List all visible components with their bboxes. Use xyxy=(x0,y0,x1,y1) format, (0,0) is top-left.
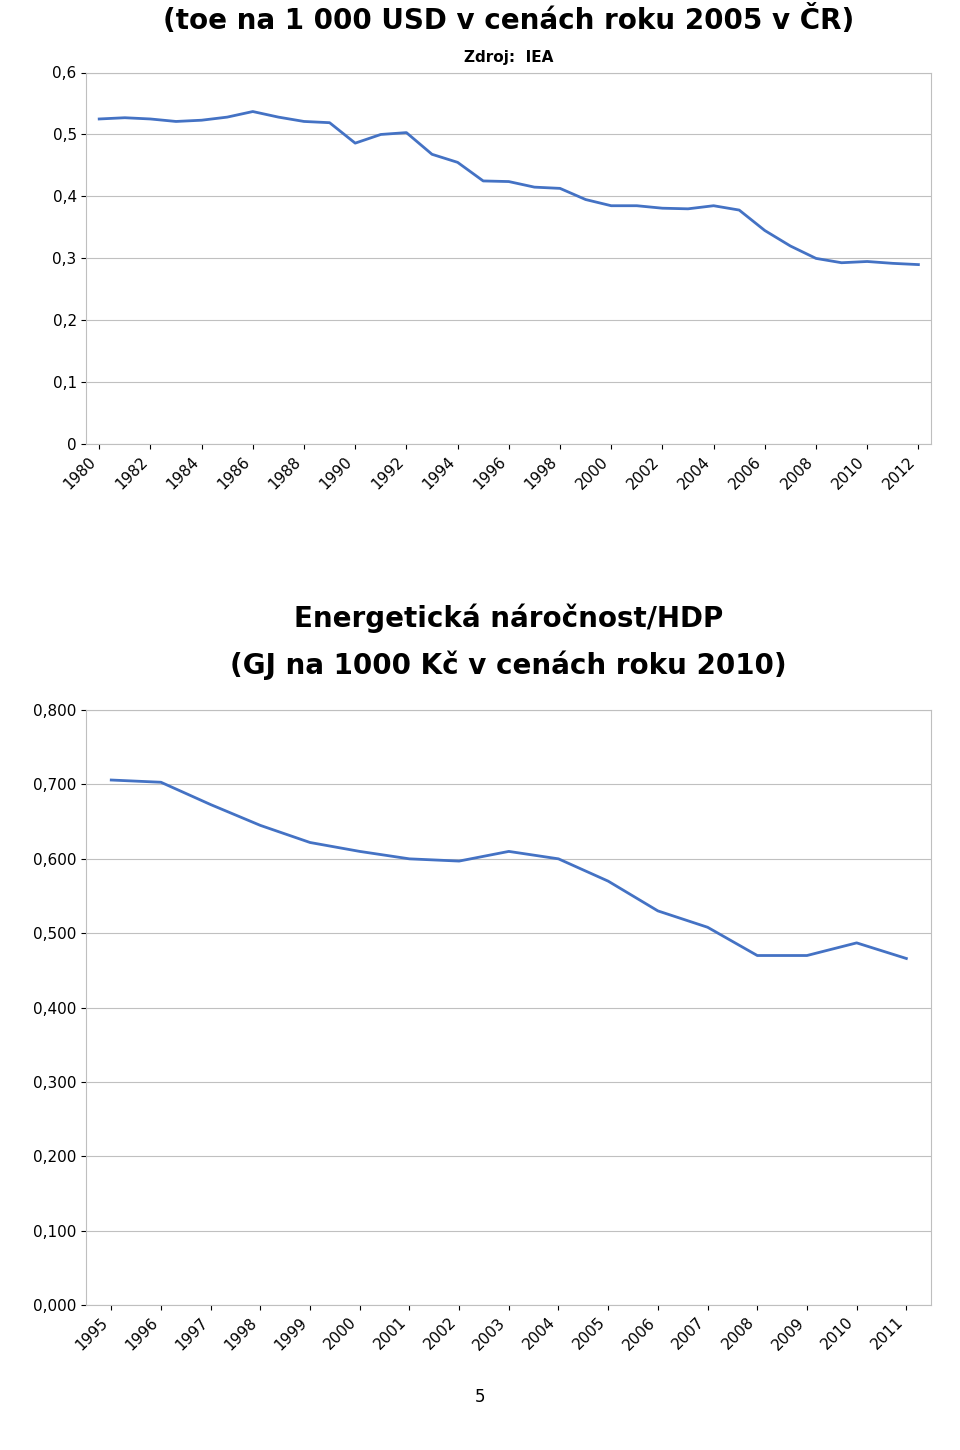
Text: 5: 5 xyxy=(475,1389,485,1406)
Text: (GJ na 1000 Kč v cenách roku 2010): (GJ na 1000 Kč v cenách roku 2010) xyxy=(230,651,787,680)
Text: Zdroj:  IEA: Zdroj: IEA xyxy=(464,51,554,65)
Text: (toe na 1 000 USD v cenách roku 2005 v ČR): (toe na 1 000 USD v cenách roku 2005 v Č… xyxy=(163,6,854,35)
Text: Energetická náročnost/HDP: Energetická náročnost/HDP xyxy=(294,603,724,632)
